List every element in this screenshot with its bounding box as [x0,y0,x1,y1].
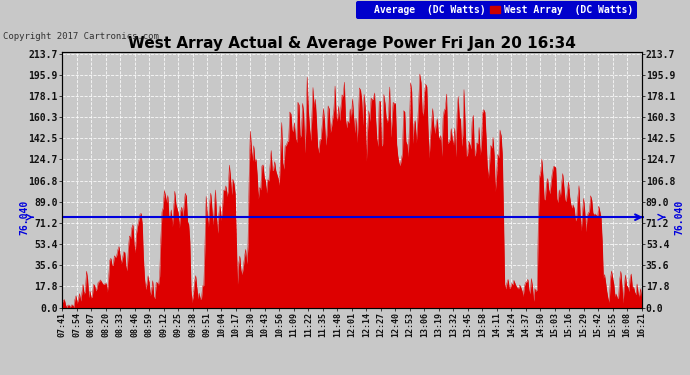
Title: West Array Actual & Average Power Fri Jan 20 16:34: West Array Actual & Average Power Fri Ja… [128,36,576,51]
Text: Copyright 2017 Cartronics.com: Copyright 2017 Cartronics.com [3,32,159,41]
Text: 76.040: 76.040 [674,200,684,235]
Text: 76.040: 76.040 [19,200,30,235]
Legend: Average  (DC Watts), West Array  (DC Watts): Average (DC Watts), West Array (DC Watts… [356,1,637,19]
